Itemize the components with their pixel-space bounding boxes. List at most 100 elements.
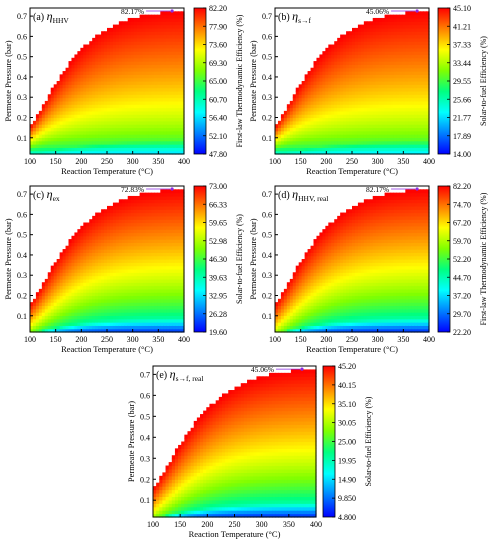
- heat-cell: [160, 57, 164, 62]
- heat-cell: [142, 225, 147, 230]
- heat-cell: [121, 308, 126, 313]
- heat-cell: [172, 74, 176, 79]
- heat-cell: [390, 107, 395, 112]
- heat-cell: [47, 322, 52, 326]
- heat-cell: [295, 107, 300, 112]
- heat-cell: [133, 110, 138, 115]
- heat-cell: [80, 57, 84, 62]
- heat-cell: [304, 127, 309, 132]
- heat-cell: [50, 124, 55, 129]
- heat-cell: [343, 67, 347, 72]
- heat-cell: [390, 94, 395, 99]
- heat-cell: [68, 107, 73, 112]
- heat-cell: [112, 110, 117, 115]
- heat-cell: [71, 124, 76, 129]
- heat-cell: [160, 144, 164, 148]
- x-tick-label: 100: [24, 157, 36, 166]
- heat-cell: [357, 117, 362, 122]
- heat-cell: [127, 205, 132, 210]
- heat-cell: [423, 104, 427, 109]
- heat-cell: [127, 130, 132, 135]
- heat-cell: [130, 61, 135, 66]
- heat-cell: [133, 302, 138, 307]
- heat-cell: [130, 54, 135, 59]
- heat-cell: [130, 322, 135, 326]
- heat-cell: [178, 21, 182, 26]
- heat-cell: [405, 124, 409, 129]
- heat-cell: [71, 77, 76, 82]
- heat-cell: [151, 61, 155, 66]
- heat-cell: [352, 117, 356, 122]
- heat-cell: [405, 54, 409, 59]
- heat-cell: [157, 325, 161, 330]
- heat-cell: [166, 114, 170, 119]
- heat-cell: [160, 37, 164, 42]
- heat-cell: [154, 302, 158, 307]
- heat-cell: [109, 255, 114, 260]
- heat-cell: [372, 21, 377, 26]
- heat-cell: [420, 120, 424, 125]
- heat-cell: [160, 134, 164, 139]
- heat-cell: [44, 288, 49, 293]
- heat-cell: [163, 87, 167, 92]
- heat-cell: [92, 239, 96, 244]
- heat-cell: [426, 134, 430, 139]
- heat-cell: [127, 51, 132, 56]
- heat-cell: [310, 150, 315, 155]
- heat-cell: [139, 235, 144, 240]
- heat-cell: [133, 47, 138, 52]
- heat-cell: [104, 318, 108, 323]
- heat-cell: [148, 295, 153, 300]
- heat-cell: [95, 275, 99, 280]
- heat-cell: [127, 54, 132, 59]
- heat-cell: [133, 21, 138, 26]
- heat-cell: [139, 318, 144, 323]
- heat-cell: [127, 17, 132, 22]
- heat-cell: [372, 150, 377, 155]
- heat-cell: [325, 137, 329, 142]
- heat-cell: [95, 232, 99, 237]
- heat-cell: [142, 137, 147, 142]
- heat-cell: [68, 322, 73, 326]
- heat-cell: [109, 127, 114, 132]
- heat-cell: [92, 285, 96, 290]
- heat-cell: [80, 252, 84, 257]
- heat-cell: [101, 239, 105, 244]
- heat-cell: [393, 31, 398, 36]
- heat-cell: [68, 144, 73, 148]
- heat-cell: [133, 74, 138, 79]
- heat-cell: [396, 144, 400, 148]
- heat-cell: [420, 71, 424, 75]
- heat-cell: [68, 74, 73, 79]
- heat-cell: [62, 120, 67, 125]
- heat-cell: [328, 97, 332, 102]
- heat-cell: [86, 140, 90, 145]
- heat-cell: [142, 110, 147, 115]
- heat-cell: [98, 150, 102, 155]
- heat-cell: [145, 219, 150, 224]
- heat-cell: [74, 107, 78, 112]
- heat-cell: [414, 97, 418, 102]
- heat-cell: [405, 94, 409, 99]
- heat-cell: [74, 278, 78, 283]
- heat-cell: [375, 94, 380, 99]
- heat-cell: [349, 77, 353, 82]
- heat-cell: [405, 97, 409, 102]
- heat-cell: [32, 322, 37, 326]
- heat-cell: [181, 81, 185, 85]
- heat-cell: [92, 124, 96, 129]
- colorbar-tick-label: 14.00: [453, 150, 471, 159]
- heat-cell: [83, 81, 87, 85]
- heat-cell: [408, 54, 412, 59]
- heat-cell: [337, 94, 341, 99]
- heat-cell: [65, 282, 70, 287]
- heat-cell: [304, 120, 309, 125]
- heat-cell: [71, 71, 76, 75]
- heat-cell: [375, 27, 380, 32]
- heat-cell: [139, 90, 144, 95]
- heat-cell: [104, 34, 108, 39]
- heat-cell: [417, 37, 421, 42]
- heat-cell: [89, 225, 93, 230]
- heat-cell: [381, 147, 386, 152]
- heat-cell: [334, 61, 338, 66]
